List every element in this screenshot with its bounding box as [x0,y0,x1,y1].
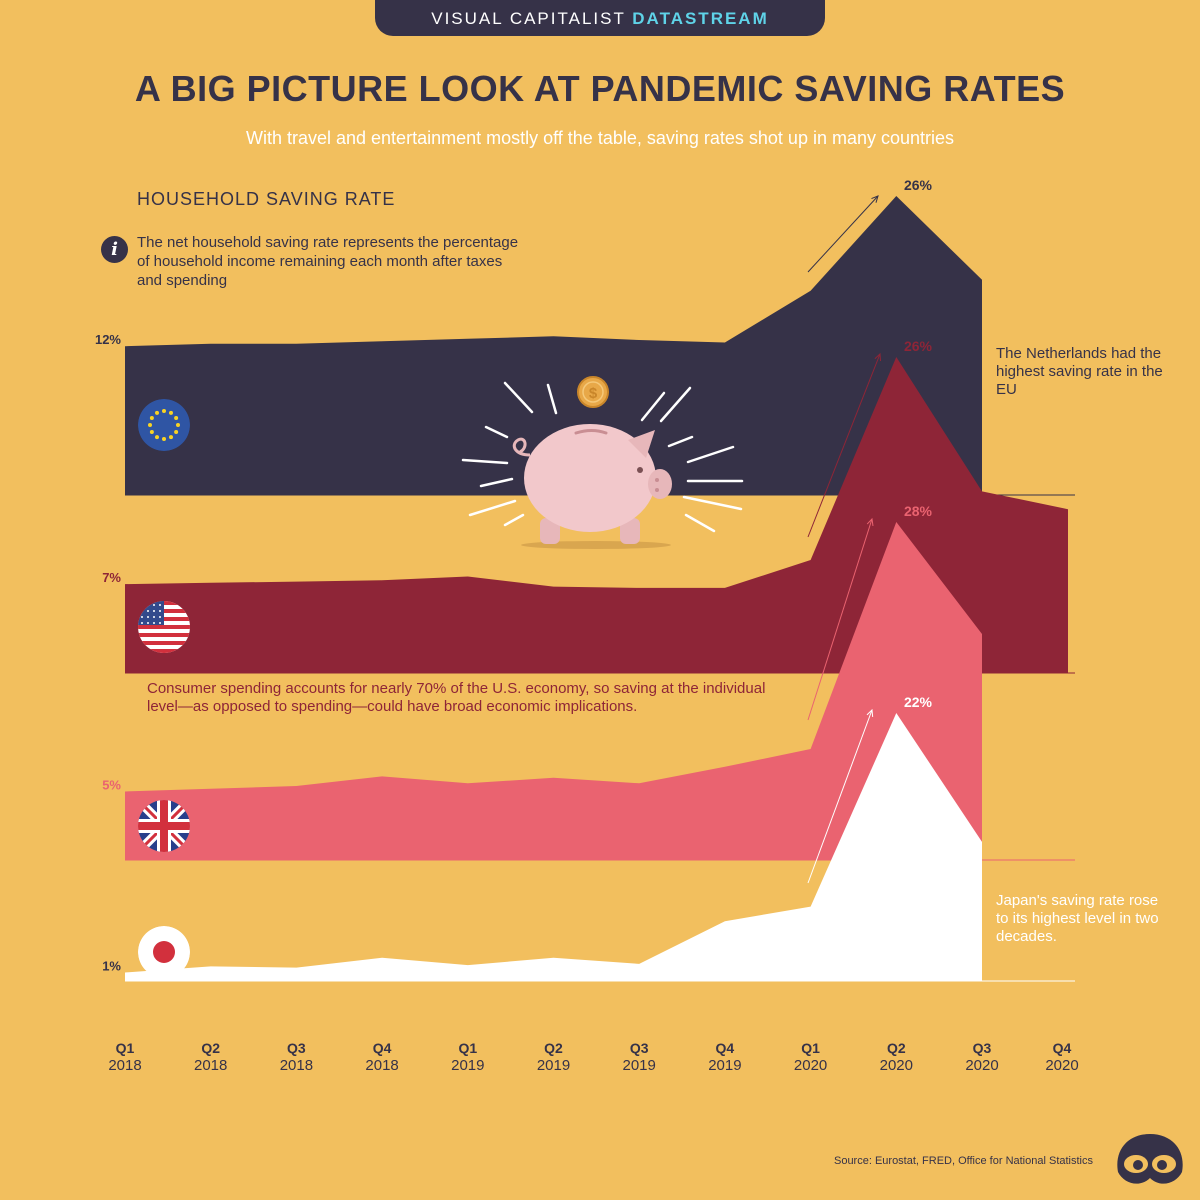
japan-note: Japan's saving rate rose to its highest … [996,892,1159,945]
x-tick-quarter: Q3 [630,1040,649,1056]
dollar-coin-icon: $ [577,376,609,408]
x-tick-year: 2019 [451,1057,484,1074]
visual-capitalist-logo-icon [1117,1134,1183,1184]
eu-series-area [125,196,982,495]
x-tick-quarter: Q2 [201,1040,220,1056]
eu-peak-label: 26% [904,177,933,193]
us-economy-note: Consumer spending accounts for nearly 70… [147,680,766,715]
chart-section-label: HOUSEHOLD SAVING RATE [137,189,396,209]
us-start-label: 7% [102,570,121,585]
series-layer [125,196,1075,982]
brand-banner[interactable]: VISUAL CAPITALIST DATASTREAM [375,0,825,36]
page-title: A BIG PICTURE LOOK AT PANDEMIC SAVING RA… [134,68,1066,109]
x-tick-quarter: Q1 [116,1040,135,1056]
dollar-sign: $ [589,385,598,402]
uk-start-label: 5% [102,778,121,793]
us-arrow-line [807,353,881,538]
uk-peak-label: 28% [904,503,933,519]
japan-arrow-line [807,709,873,884]
x-tick-quarter: Q4 [716,1040,735,1056]
x-tick-year: 2019 [537,1057,570,1074]
x-tick-quarter: Q2 [544,1040,563,1056]
x-tick-quarter: Q2 [887,1040,906,1056]
x-tick-quarter: Q4 [1053,1040,1072,1056]
x-tick-year: 2018 [280,1057,313,1074]
brand-name: VISUAL CAPITALIST [431,9,626,28]
x-tick-year: 2020 [965,1057,998,1074]
japan-flag-icon [138,926,190,978]
uk-series-area [125,522,982,860]
japan-arrow-head [866,708,874,718]
japan-start-label: 1% [102,958,121,973]
arrow-layer [807,195,882,884]
eu-start-label: 12% [95,332,121,347]
japan-series-area [125,713,982,981]
eu-flag-icon [138,399,190,451]
x-tick-year: 2018 [365,1057,398,1074]
eu-arrow-head [871,195,879,203]
x-tick-quarter: Q1 [801,1040,820,1056]
source-credit: Source: Eurostat, FRED, Office for Natio… [833,1155,1093,1167]
x-tick-year: 2020 [1045,1057,1078,1074]
us-peak-label: 26% [904,338,933,354]
x-tick-year: 2020 [794,1057,827,1074]
x-tick-year: 2020 [880,1057,913,1074]
uk-arrow-head [866,517,874,527]
uk-arrow-line [807,518,873,721]
x-tick-year: 2019 [623,1057,656,1074]
info-icon: i [101,236,128,263]
x-axis: Q12018Q22018Q32018Q42018Q12019Q22019Q320… [108,1040,1078,1074]
x-tick-quarter: Q1 [458,1040,477,1056]
x-tick-year: 2018 [194,1057,227,1074]
x-tick-quarter: Q3 [287,1040,306,1056]
x-tick-quarter: Q4 [373,1040,392,1056]
us-arrow-head [874,352,882,362]
uk-flag-icon [138,800,190,852]
x-tick-quarter: Q3 [973,1040,992,1056]
piggy-bank-icon [461,381,744,549]
decorations: $ [138,376,744,978]
info-description: The net household saving rate represents… [137,234,519,289]
eu-arrow-line [807,195,879,273]
brand-product: DATASTREAM [632,9,769,28]
netherlands-note: The Netherlands had the highest saving r… [996,345,1163,398]
us-series-area [125,357,1068,673]
us-flag-icon [138,601,190,653]
x-tick-year: 2019 [708,1057,741,1074]
japan-peak-label: 22% [904,694,933,710]
page-subtitle: With travel and entertainment mostly off… [245,128,955,148]
x-tick-year: 2018 [108,1057,141,1074]
label-layer: 12% 26% 7% 26% 5% 28% 1% 22% [95,177,933,973]
